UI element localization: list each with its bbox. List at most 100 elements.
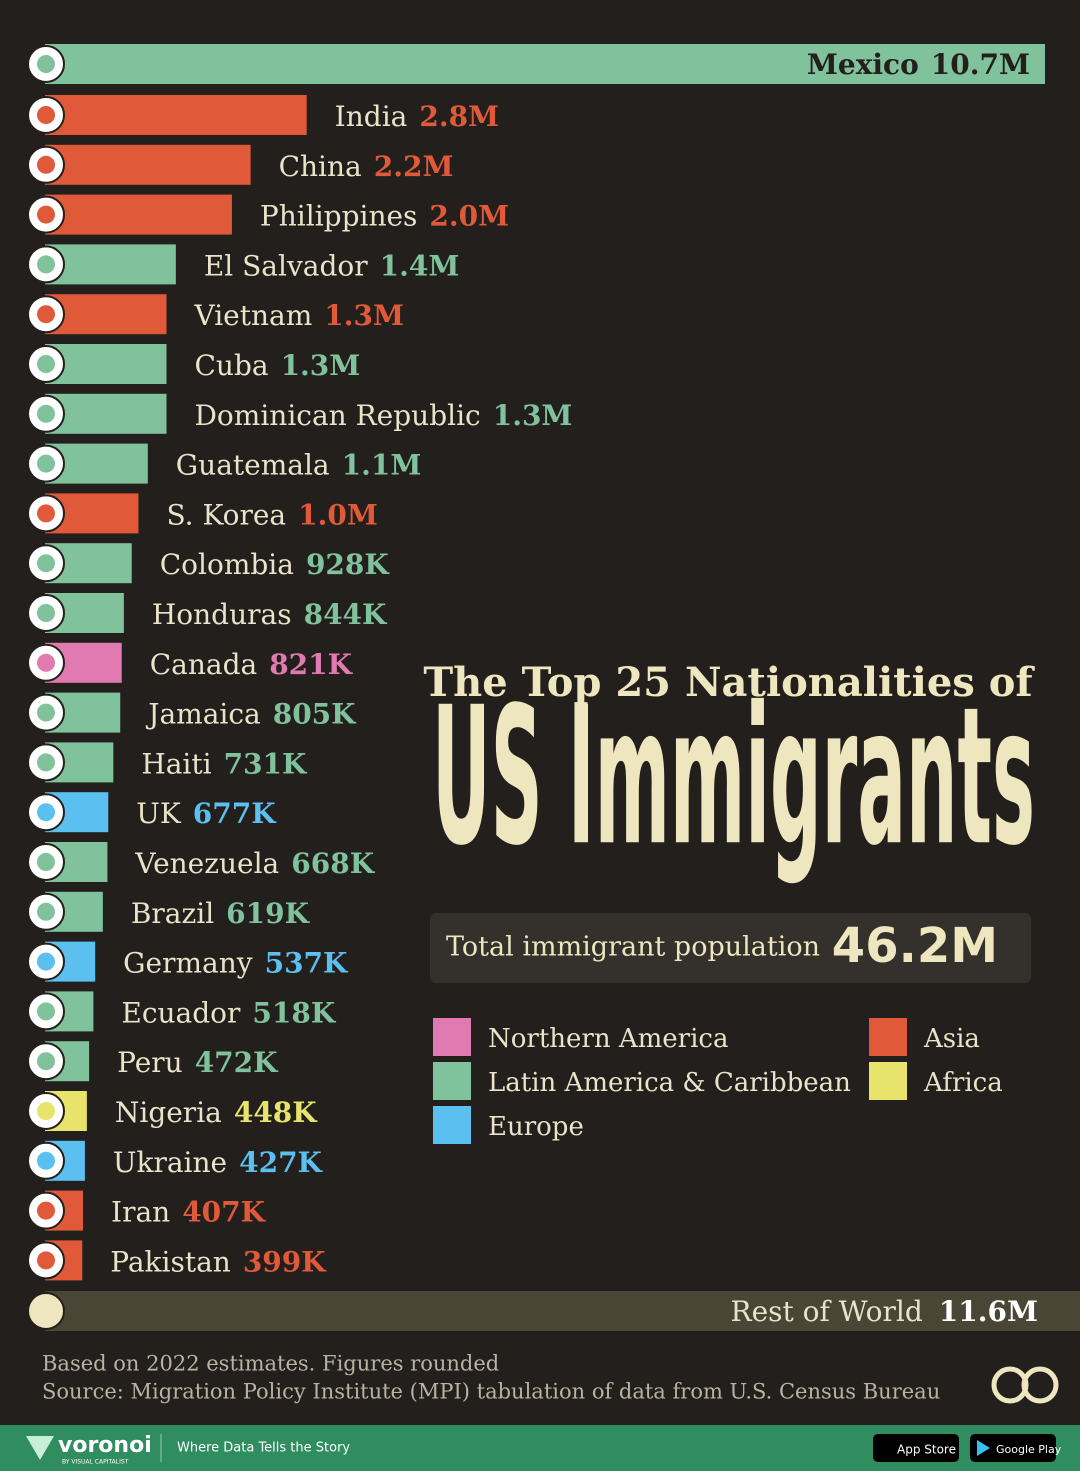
value-label: 731K — [224, 747, 308, 780]
note: Based on 2022 estimates. Figures rounded — [42, 1352, 499, 1376]
value-label: 928K — [306, 548, 390, 581]
legend-label: Europe — [488, 1112, 584, 1142]
bar-label: Mexico 10.7M — [807, 48, 1030, 81]
value-label: 1.1M — [342, 448, 422, 481]
bar-label: China 2.2M — [279, 149, 454, 182]
chart-title: The Top 25 Nationalities of — [423, 659, 1035, 706]
legend-swatch — [869, 1018, 907, 1056]
legend-label: Asia — [923, 1024, 980, 1054]
bar — [45, 95, 307, 135]
legend-label: Latin America & Caribbean — [488, 1068, 851, 1098]
source: Source: Migration Policy Institute (MPI)… — [42, 1380, 940, 1404]
value-label: 11.6M — [939, 1295, 1038, 1328]
value-label: 1.4M — [380, 249, 460, 282]
flag-center — [37, 1102, 55, 1120]
category-label: Vietnam — [193, 299, 312, 332]
bar — [45, 44, 1045, 84]
flag-center — [37, 155, 55, 174]
flag-center — [37, 454, 55, 473]
value-label: 2.0M — [429, 199, 509, 232]
value-label: 472K — [195, 1046, 279, 1079]
bar-label: El Salvador 1.4M — [204, 249, 460, 282]
flag-center — [37, 803, 55, 822]
legend-label: Africa — [923, 1068, 1003, 1098]
bar-label: UK 677K — [136, 797, 277, 830]
flag-center — [37, 1002, 55, 1021]
category-label: Brazil — [131, 896, 214, 929]
category-label: China — [279, 149, 362, 182]
legend-swatch — [433, 1018, 471, 1056]
logo — [991, 1366, 1059, 1404]
category-label: S. Korea — [166, 498, 286, 531]
flag-center — [37, 952, 55, 971]
google-play-label[interactable]: Google Play — [996, 1443, 1062, 1456]
bar — [45, 344, 167, 384]
flag-center — [37, 1201, 55, 1220]
bar-label: Jamaica 805K — [145, 697, 357, 730]
flag-center — [37, 305, 55, 324]
value-label: 844K — [304, 598, 388, 631]
tagline: Where Data Tells the Story — [177, 1441, 350, 1456]
bar-label: Peru 472K — [117, 1046, 279, 1079]
flag-center — [37, 205, 55, 224]
category-label: Ecuador — [121, 996, 241, 1029]
category-label: Canada — [150, 647, 257, 680]
app-store-label[interactable]: App Store — [897, 1443, 956, 1457]
bar — [45, 244, 176, 285]
value-label: 448K — [234, 1096, 318, 1129]
flag-center — [37, 106, 55, 124]
category-label: Colombia — [160, 548, 294, 581]
globe — [27, 1292, 65, 1330]
google-play-button[interactable] — [970, 1434, 1056, 1462]
bar — [45, 393, 167, 434]
value-label: 1.3M — [493, 398, 573, 431]
flag-center — [37, 404, 55, 423]
category-label: Jamaica — [145, 697, 261, 730]
app-store-button[interactable] — [873, 1434, 959, 1462]
bar-label: S. Korea 1.0M — [166, 498, 377, 531]
bar-label: Vietnam 1.3M — [193, 299, 404, 332]
value-label: 399K — [243, 1245, 327, 1278]
flag-center — [37, 1251, 55, 1270]
category-label: Iran — [111, 1195, 170, 1228]
logo-part — [1021, 1366, 1059, 1404]
value-label: 1.0M — [298, 498, 378, 531]
flag-center — [37, 255, 55, 274]
bar-label: Honduras 844K — [152, 598, 388, 631]
value-label: 821K — [269, 647, 353, 680]
flag-center — [37, 1052, 55, 1071]
value-label: 1.3M — [281, 349, 361, 382]
total-box — [430, 913, 1031, 983]
flag-center — [37, 1151, 55, 1170]
brand-icon — [26, 1436, 54, 1460]
value-label: 2.8M — [419, 100, 499, 133]
legend-swatch — [433, 1062, 471, 1100]
chart-subtitle: US Immigrants — [432, 666, 1035, 887]
bar — [45, 144, 251, 185]
bar-label: Ecuador 518K — [121, 996, 336, 1029]
flag-center — [37, 355, 55, 373]
bar — [45, 194, 232, 235]
flag-center — [37, 55, 55, 73]
category-label: Rest of World — [731, 1295, 923, 1328]
category-label: Honduras — [152, 598, 292, 631]
value-label: 805K — [273, 697, 357, 730]
flag-center — [37, 703, 55, 722]
flag-center — [37, 853, 55, 871]
bar-label: Cuba 1.3M — [194, 349, 360, 382]
bar-label: Dominican Republic 1.3M — [194, 398, 572, 431]
category-label: Peru — [117, 1046, 183, 1079]
bar-label: Rest of World 11.6M — [731, 1295, 1039, 1328]
bar-label: Canada 821K — [150, 647, 354, 680]
value-label: 1.3M — [324, 299, 404, 332]
bar-label: Germany 537K — [123, 946, 349, 979]
value-label: 2.2M — [374, 149, 454, 182]
category-label: UK — [136, 797, 182, 830]
category-label: Nigeria — [115, 1096, 222, 1129]
bar-label: Iran 407K — [111, 1195, 267, 1228]
value-label: 518K — [252, 996, 336, 1029]
category-label: Germany — [123, 946, 253, 979]
bar-label: Venezuela 668K — [134, 847, 375, 880]
bar-label: Pakistan 399K — [110, 1245, 327, 1278]
